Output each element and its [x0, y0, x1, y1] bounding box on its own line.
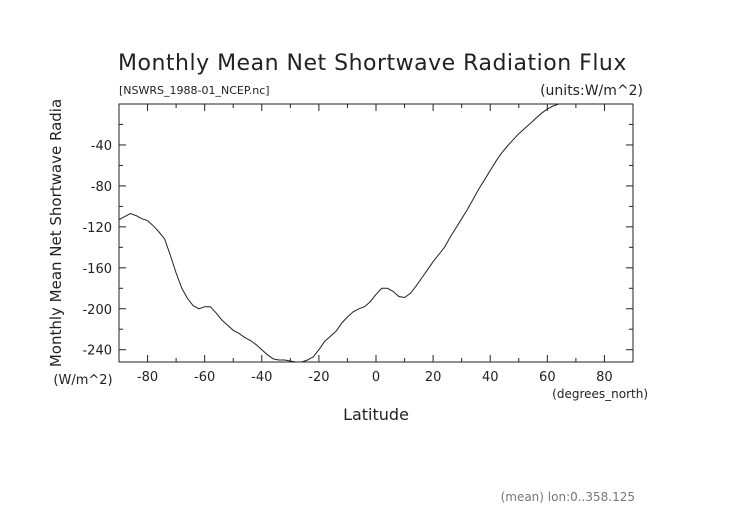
y-axis-label: Monthly Mean Net Shortwave Radia: [47, 99, 65, 367]
y-tick-label: -200: [82, 303, 112, 318]
x-tick-label: 40: [482, 370, 499, 385]
series-layer: [118, 103, 633, 363]
plot-frame: [118, 103, 634, 363]
x-tick-label: 80: [596, 370, 613, 385]
x-axis-unit-label: (degrees_north): [552, 387, 648, 401]
x-tick-label: -20: [308, 370, 329, 385]
x-tick-label: 0: [372, 370, 380, 385]
x-tick-label: -60: [194, 370, 215, 385]
series-line: [118, 103, 633, 363]
y-tick-label: -160: [82, 262, 112, 277]
footnote: (mean) lon:0..358.125: [501, 490, 635, 504]
chart-subtitle-right: (units:W/m^2): [540, 83, 643, 99]
y-tick-label: -240: [82, 344, 112, 359]
y-axis: -40 -80 -120 -160 -200 -240: [82, 123, 633, 359]
x-tick-label: 60: [539, 370, 556, 385]
y-tick-label: -80: [91, 180, 112, 195]
chart-title: Monthly Mean Net Shortwave Radiation Flu…: [118, 51, 627, 76]
x-axis: -80 -60 -40 -20 0 20 40 60 80: [137, 104, 613, 385]
x-tick-label: 20: [425, 370, 442, 385]
chart-subtitle-left: [NSWRS_1988-01_NCEP.nc]: [119, 84, 270, 97]
y-axis-unit-label: (W/m^2): [53, 373, 112, 388]
x-tick-label: -80: [137, 370, 158, 385]
y-tick-label: -40: [91, 139, 112, 154]
x-tick-label: -40: [251, 370, 272, 385]
y-tick-label: -120: [82, 221, 112, 236]
x-axis-label: Latitude: [343, 405, 409, 424]
